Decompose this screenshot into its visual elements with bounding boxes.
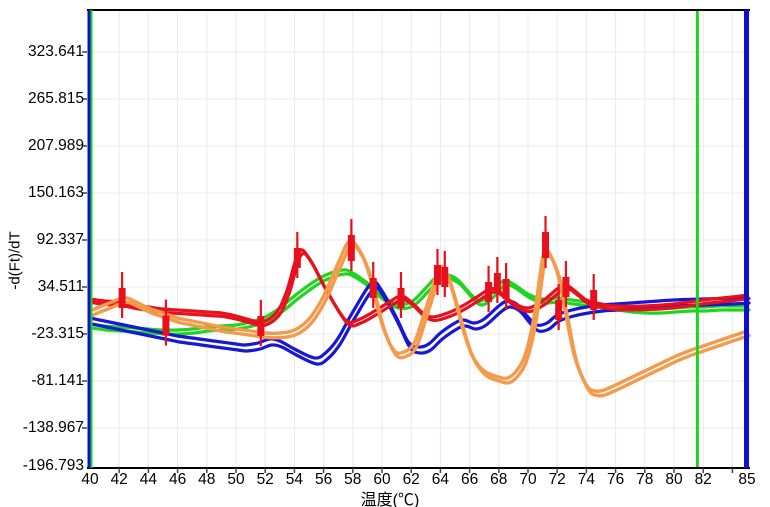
x-tick-label: 64	[431, 471, 450, 488]
y-tick-label: 150.163	[27, 183, 84, 201]
x-tick-label: 46	[168, 471, 187, 488]
x-tick-label: 62	[402, 471, 420, 488]
x-tick-label: 56	[314, 471, 333, 488]
x-axis-title: 温度(℃)	[360, 492, 420, 507]
x-tick-label: 60	[373, 471, 391, 488]
x-tick-label: 80	[665, 471, 683, 488]
x-tick-label: 40	[81, 471, 99, 488]
orange-sample-curve-1[interactable]	[88, 239, 749, 394]
x-tick-label: 42	[110, 471, 128, 488]
x-tick-label: 70	[519, 471, 537, 488]
red-sample-curve-2[interactable]	[90, 251, 751, 328]
x-tick-label: 54	[285, 471, 304, 488]
plot-border-right-blue	[744, 10, 749, 468]
tm-marker-bar[interactable]	[502, 279, 510, 300]
x-tick-label: 58	[344, 471, 362, 488]
plot-border-left-green	[90, 10, 93, 468]
y-tick-label: -138.967	[22, 419, 84, 436]
x-tick-label: 50	[227, 471, 245, 488]
x-tick-label: 66	[460, 471, 479, 488]
tm-marker-bar[interactable]	[590, 290, 598, 311]
x-tick-label: 44	[139, 471, 158, 488]
x-tick-label: 68	[490, 471, 508, 488]
tm-marker-bar[interactable]	[433, 264, 441, 285]
y-tick-label: 92.337	[36, 230, 84, 248]
tm-marker-bar[interactable]	[257, 316, 265, 337]
y-tick-label: -81.141	[31, 372, 84, 389]
x-tick-label: 52	[256, 471, 274, 488]
tm-marker-bar[interactable]	[369, 277, 377, 298]
y-tick-label: 323.641	[27, 42, 84, 60]
tm-marker-bar[interactable]	[542, 231, 550, 258]
x-tick-label: 85	[738, 471, 756, 488]
tm-marker-bar[interactable]	[562, 277, 570, 298]
tm-marker-bar[interactable]	[555, 300, 563, 321]
tm-marker-bar[interactable]	[397, 287, 405, 308]
y-tick-label: 34.511	[37, 278, 84, 295]
y-tick-label: 207.989	[27, 136, 84, 154]
y-tick-label: -196.793	[22, 457, 84, 474]
x-tick-label: 72	[548, 471, 566, 488]
x-tick-label: 78	[636, 471, 654, 488]
tm-marker-bar[interactable]	[441, 267, 449, 288]
x-tick-label: 76	[606, 471, 625, 488]
tm-marker-bar[interactable]	[293, 247, 301, 268]
tm-marker-bar[interactable]	[485, 281, 493, 302]
y-tick-label: -23.315	[31, 325, 84, 342]
tm-marker-bar[interactable]	[493, 273, 501, 294]
x-tick-label: 48	[198, 471, 216, 488]
x-tick-label: 82	[694, 471, 712, 488]
y-tick-label: 265.815	[27, 89, 84, 107]
tm-marker-bar[interactable]	[118, 287, 126, 308]
tm-marker-bar[interactable]	[162, 315, 170, 336]
plot-border-left-blue	[87, 10, 91, 468]
tm-marker-bar[interactable]	[347, 234, 355, 261]
x-tick-label: 74	[577, 471, 596, 488]
